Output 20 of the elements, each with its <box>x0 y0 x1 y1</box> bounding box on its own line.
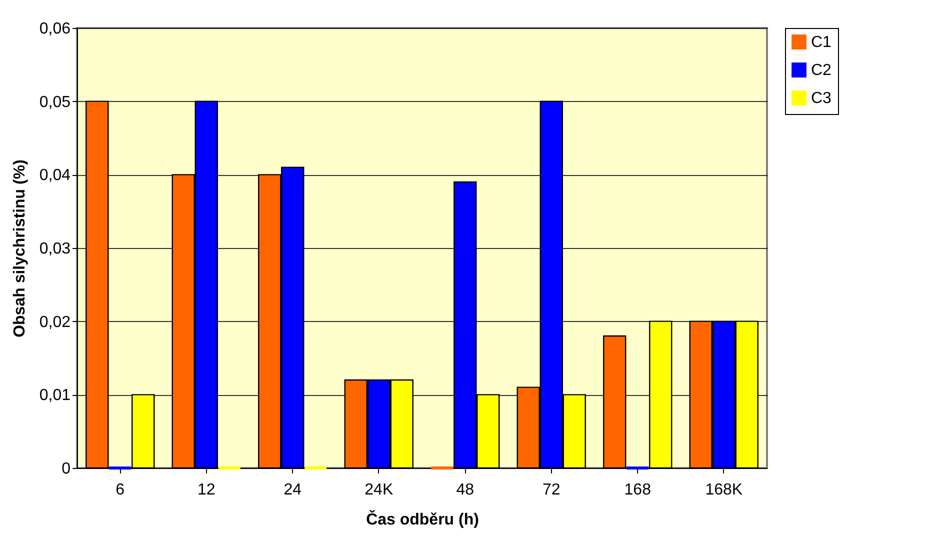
x-tick-label: 24K <box>364 482 394 498</box>
y-tick-label: 0,02 <box>39 314 71 331</box>
y-tick-label: 0,05 <box>39 94 71 111</box>
legend-label: C2 <box>811 62 832 79</box>
x-tick-label: 168K <box>705 482 743 498</box>
y-axis-title: Obsah silychristinu (%) <box>11 160 28 338</box>
y-tick-label: 0,03 <box>39 240 71 258</box>
x-tick-label: 6 <box>116 482 125 498</box>
y-tick-label: 0,01 <box>39 387 71 404</box>
x-tick-label: 168 <box>624 482 652 498</box>
x-axis-title: Čas odběru (h) <box>366 510 479 528</box>
x-tick-label: 24 <box>284 482 302 498</box>
x-tick-label: 72 <box>542 482 560 498</box>
legend-label: C3 <box>811 90 832 107</box>
x-tick-label: 12 <box>197 482 216 498</box>
x-tick-label: 48 <box>456 482 474 498</box>
legend-label: C1 <box>811 34 832 51</box>
y-tick-label: 0 <box>62 460 71 478</box>
y-tick-label: 0,04 <box>39 167 71 184</box>
y-tick-label: 0,06 <box>39 20 71 38</box>
